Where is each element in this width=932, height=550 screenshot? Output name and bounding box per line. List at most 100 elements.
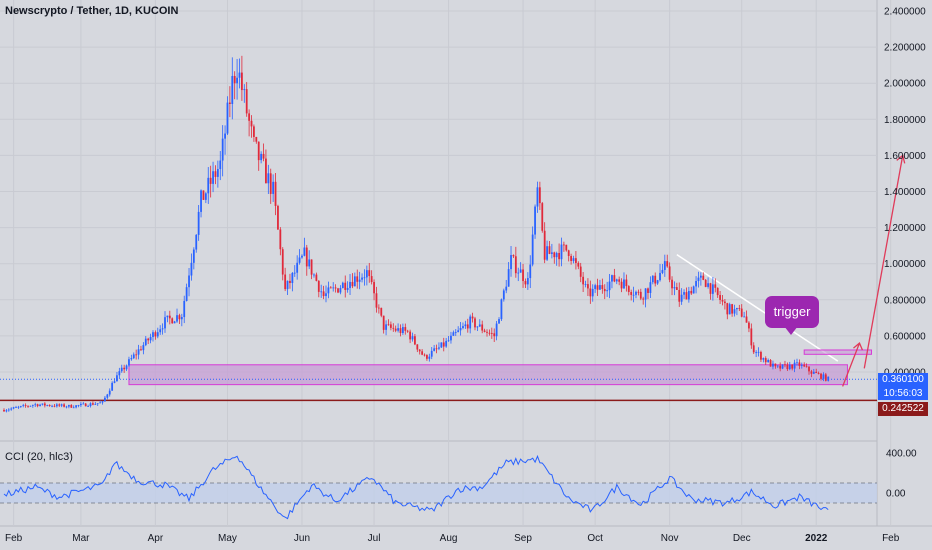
candle-body (579, 266, 582, 277)
candle-body (185, 287, 188, 301)
candle-body (154, 332, 157, 337)
time-tick-label: May (218, 533, 237, 544)
candle-body (433, 348, 436, 351)
candle-body (137, 349, 140, 355)
candle-body (173, 321, 176, 324)
candle-body (269, 173, 272, 194)
candle-body (452, 332, 455, 336)
candle-body (582, 276, 585, 285)
candle-body (358, 279, 361, 282)
candle-body (481, 324, 484, 331)
candle-body (524, 281, 527, 285)
candle-body (243, 89, 246, 91)
price-tick-label: 1.400000 (884, 187, 926, 198)
candle-body (651, 275, 654, 283)
candle-body (380, 307, 383, 316)
candle-body (464, 324, 467, 327)
candle-body (603, 288, 606, 292)
candle-body (596, 285, 599, 290)
candle-body (363, 277, 366, 279)
candle-body (699, 275, 702, 278)
candle-body (216, 169, 219, 177)
candle-body (104, 397, 106, 402)
candle-body (748, 322, 750, 329)
candle-body (738, 308, 741, 309)
candle-body (538, 187, 541, 204)
candle-body (313, 274, 315, 276)
cci-indicator-label[interactable]: CCI (20, hlc3) (5, 451, 73, 463)
candle-body (272, 181, 275, 194)
demand-zone (128, 364, 848, 386)
candle-body (125, 365, 128, 370)
candle-body (22, 405, 25, 407)
candle-body (373, 282, 375, 294)
candle-body (644, 288, 647, 300)
candle-body (152, 332, 154, 338)
candle-body (46, 405, 49, 406)
candle-body (812, 371, 815, 374)
candle-body (721, 299, 724, 302)
candle-body (19, 406, 22, 407)
candle-body (224, 133, 226, 139)
candle-body (601, 285, 604, 289)
candle-body (291, 272, 294, 284)
candle-body (774, 363, 777, 367)
candle-body (543, 230, 546, 260)
candle-body (635, 291, 637, 295)
candle-body (555, 253, 558, 258)
candle-body (63, 404, 65, 407)
time-tick-label: Mar (72, 533, 90, 544)
candle-body (130, 358, 133, 360)
candle-body (31, 405, 34, 406)
candle-body (702, 275, 705, 280)
candle-body (320, 291, 323, 293)
candle-body (219, 160, 222, 170)
candle-body (827, 376, 830, 381)
candle-body (101, 401, 104, 403)
candle-body (685, 292, 688, 300)
candle-body (438, 347, 440, 349)
candle-body (788, 364, 791, 370)
candle-body (553, 252, 556, 258)
candle-body (305, 247, 308, 267)
candle-body (12, 407, 15, 409)
price-tick-label: 0.600000 (884, 331, 926, 342)
candle-body (668, 266, 671, 280)
candle-body (695, 281, 697, 287)
candle-body (178, 315, 181, 320)
candle-body (435, 348, 438, 350)
candle-body (92, 403, 94, 405)
projection-arrow-up (842, 342, 861, 387)
symbol-title[interactable]: Newscrypto / Tether, 1D, KUCOIN (5, 5, 179, 17)
candle-body (618, 279, 621, 282)
candle-body (142, 345, 145, 351)
price-tick-label: 1.800000 (884, 115, 926, 126)
candle-body (594, 285, 597, 289)
time-tick-label: Feb (882, 533, 900, 544)
candle-body (238, 72, 241, 78)
cci-tick-label: 400.00 (886, 449, 917, 460)
candle-body (24, 405, 27, 407)
candle-body (332, 287, 335, 289)
time-tick-label: Oct (587, 533, 603, 544)
candle-body (680, 294, 683, 302)
candle-body (140, 349, 142, 351)
candle-countdown-badge: 10:56:03 (878, 387, 928, 400)
candle-body (15, 407, 17, 408)
candle-body (356, 276, 359, 282)
time-tick-label: Sep (514, 533, 532, 544)
candle-body (447, 340, 450, 342)
candle-body (120, 367, 123, 372)
time-axis[interactable]: Feb Mar Apr May Jun Jul Aug Sep Oct Nov Dec 2022 Feb (5, 533, 900, 544)
candle-body (728, 304, 731, 315)
candle-body (329, 287, 332, 289)
candle-body (690, 290, 693, 294)
candle-body (740, 308, 743, 317)
candle-body (361, 277, 363, 280)
candle-body (519, 269, 522, 273)
candle-body (507, 269, 510, 287)
candle-body (762, 358, 765, 360)
candle-body (625, 279, 628, 287)
